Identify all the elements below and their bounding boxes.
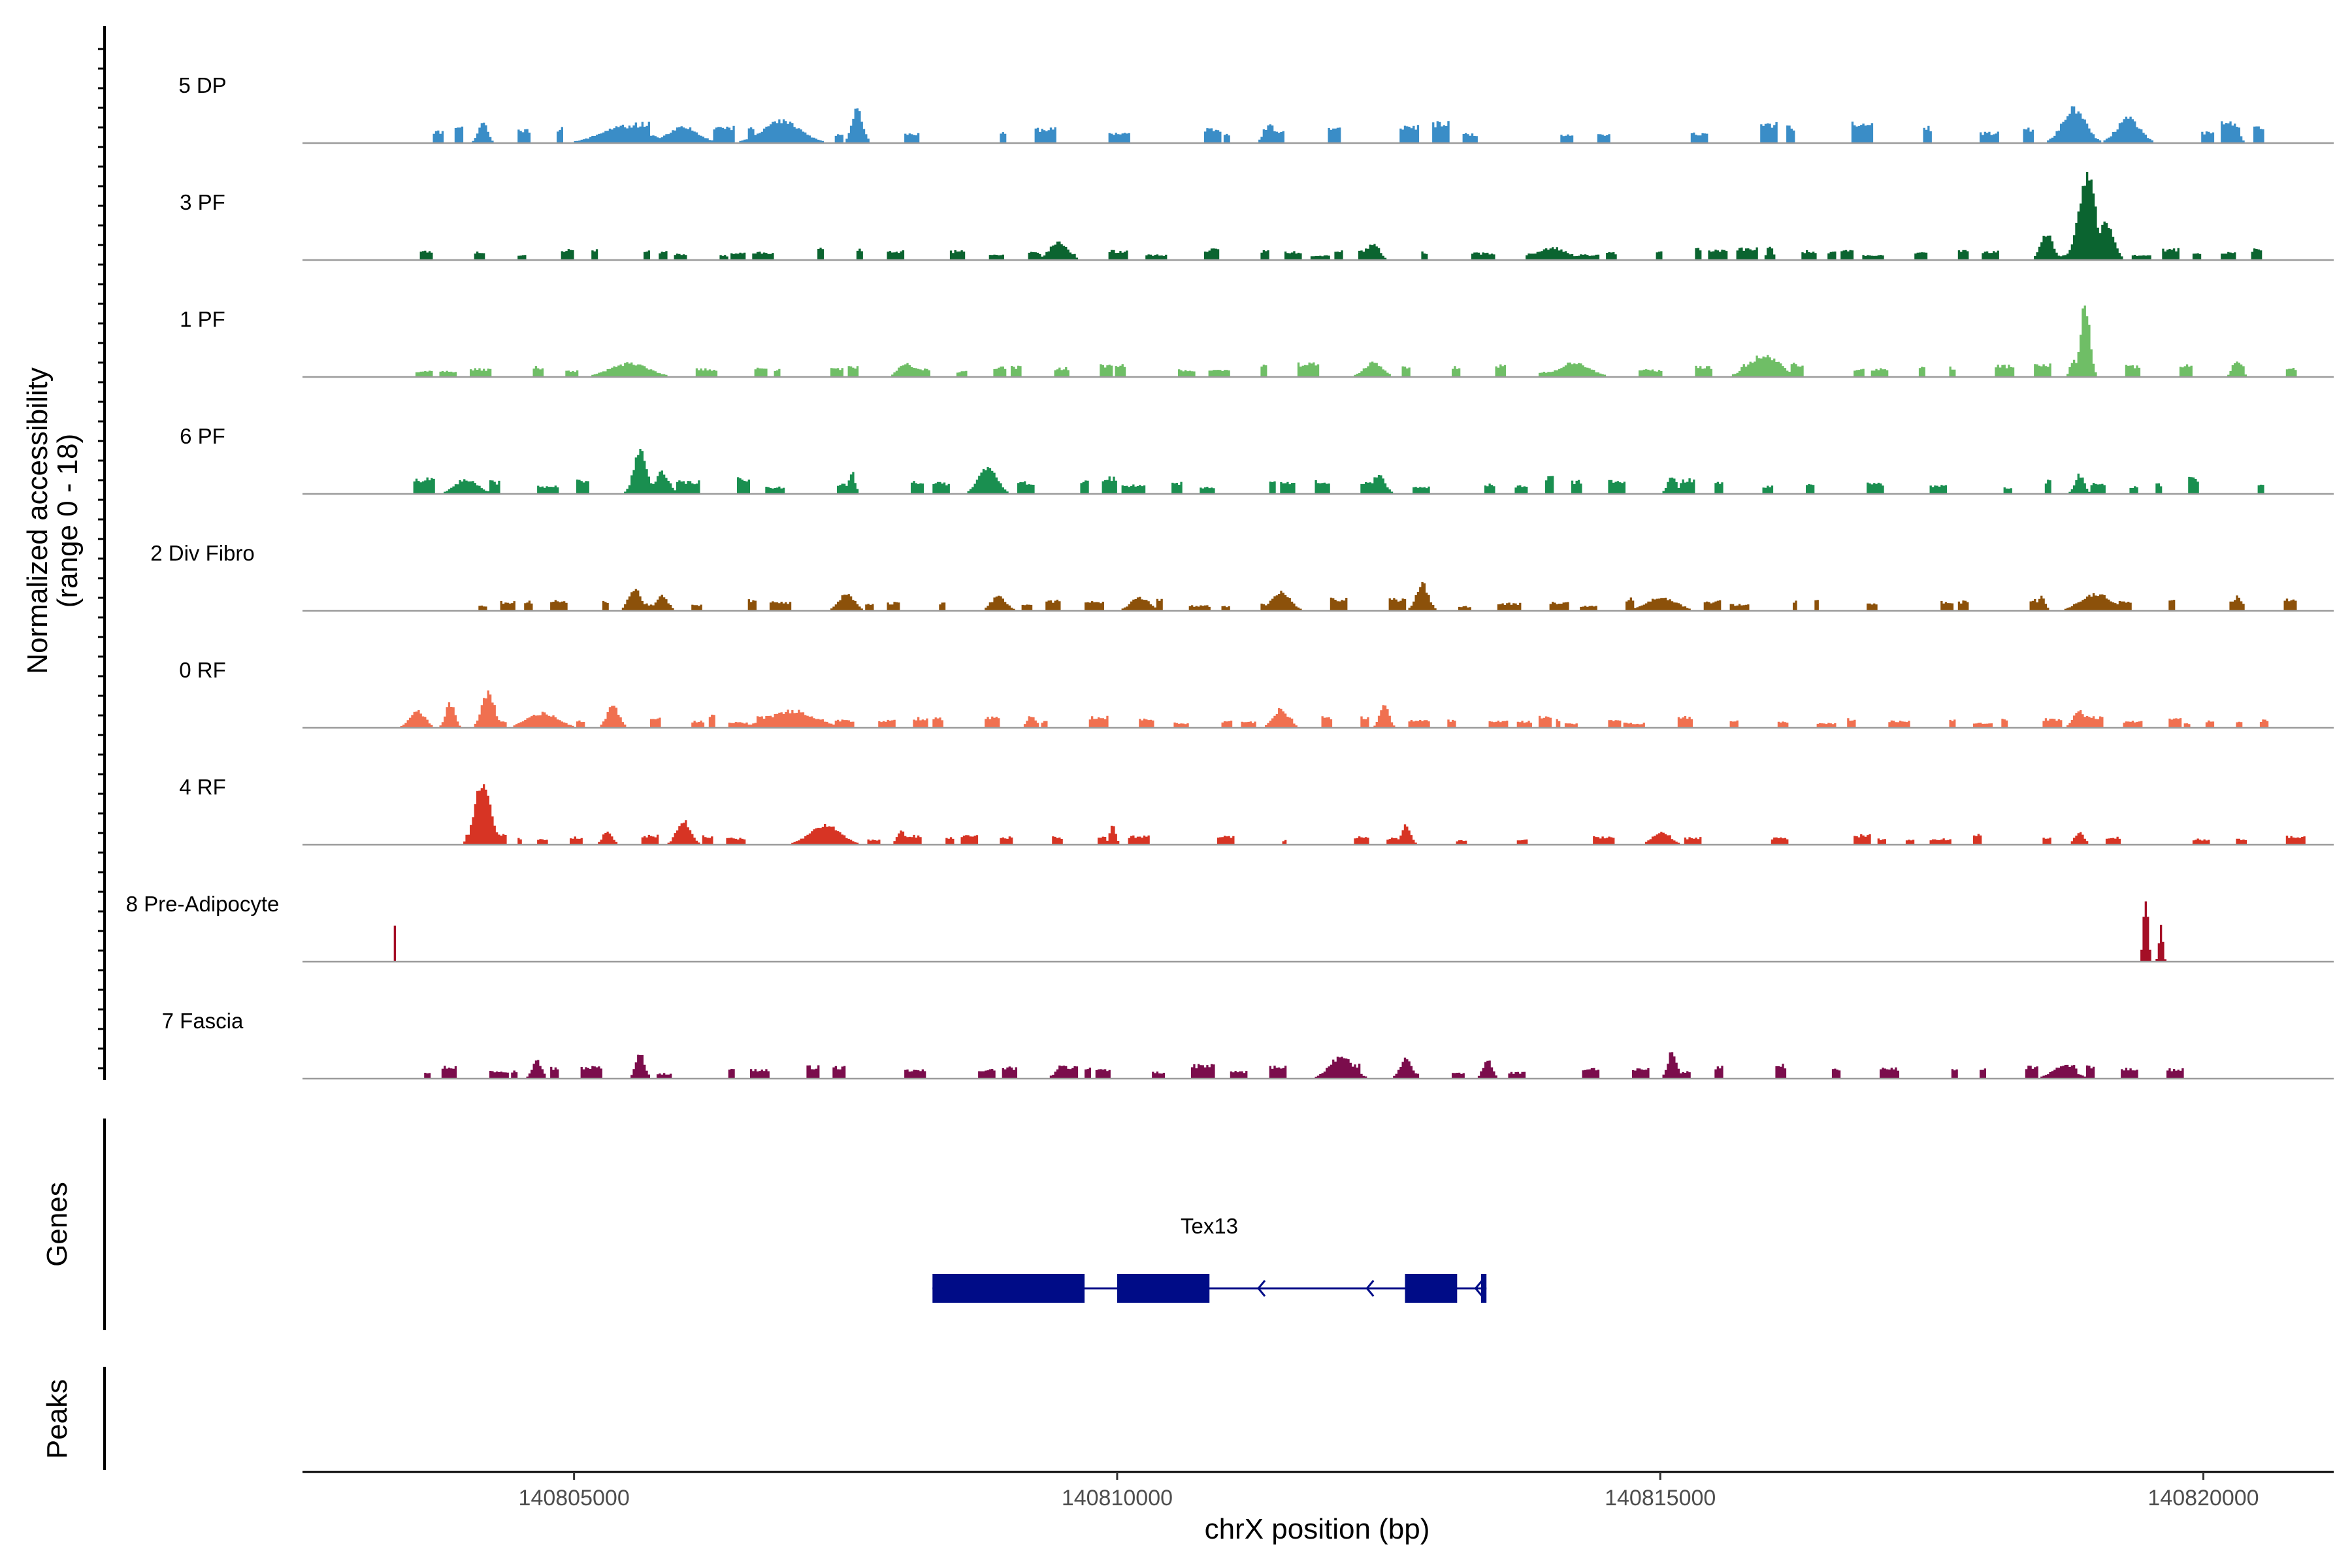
track-1-pf: 1 PF: [180, 305, 2334, 378]
x-axis: 140805000 140810000 140815000 140820000: [302, 1471, 2334, 1511]
gene-exon: [1117, 1274, 1210, 1303]
x-tick-label: 140810000: [1062, 1486, 1173, 1511]
peaks-panel-label: Peaks: [41, 1379, 73, 1459]
strand-arrow: [1474, 1280, 1483, 1297]
x-tick-label: 140820000: [2148, 1486, 2259, 1511]
genes-panel-label: Genes: [41, 1182, 73, 1267]
coverage-tracks: 5 DP 3 PF 1 PF 6 PF 2 Div Fibro 0 RF 4 RF 8 Pre…: [126, 73, 2334, 1080]
gene-exon: [1405, 1274, 1458, 1303]
track-label: 4 RF: [179, 775, 226, 799]
track-4-rf: 4 RF: [179, 775, 2334, 846]
strand-arrow: [1365, 1280, 1375, 1297]
coverage-area: [302, 449, 2334, 494]
coverage-area: [302, 784, 2334, 845]
track-label: 2 Div Fibro: [150, 541, 255, 565]
track-label: 1 PF: [180, 307, 225, 331]
track-3-pf: 3 PF: [180, 172, 2334, 261]
track-label: 5 DP: [178, 73, 226, 97]
x-tick-label: 140805000: [519, 1486, 630, 1511]
gene-exon: [1480, 1274, 1487, 1303]
coverage-y-axis: [98, 26, 106, 1080]
x-axis-title: chrX position (bp): [1205, 1513, 1430, 1545]
gene-exon: [932, 1274, 1085, 1303]
x-tick-label: 140815000: [1605, 1486, 1716, 1511]
y-axis-title: Normalized accessibility (range 0 - 18): [22, 367, 84, 674]
coverage-area: [302, 690, 2334, 728]
track-6-pf: 6 PF: [180, 424, 2334, 495]
track-label: 0 RF: [179, 658, 226, 682]
coverage-area: [302, 581, 2334, 611]
track-2-div-fibro: 2 Div Fibro: [150, 541, 2334, 612]
track-label: 7 Fascia: [162, 1009, 244, 1033]
y-axis-title-line-2: (range 0 - 18): [52, 434, 84, 608]
track-7-fascia: 7 Fascia: [162, 1009, 2334, 1080]
coverage-area: [302, 106, 2334, 143]
strand-arrow: [1257, 1280, 1266, 1297]
coverage-area: [302, 1052, 2334, 1079]
track-5-dp: 5 DP: [178, 73, 2334, 144]
track-8-pre-adipocyte: 8 Pre-Adipocyte: [126, 892, 2334, 963]
gene-track: Tex13: [932, 1214, 1487, 1303]
gene-label: Tex13: [1181, 1214, 1238, 1238]
track-0-rf: 0 RF: [179, 658, 2334, 729]
track-label: 8 Pre-Adipocyte: [126, 892, 280, 916]
track-label: 3 PF: [180, 190, 225, 214]
track-label: 6 PF: [180, 424, 225, 448]
coverage-area: [302, 305, 2334, 377]
y-axis-title-line-1: Normalized accessibility: [22, 367, 54, 674]
